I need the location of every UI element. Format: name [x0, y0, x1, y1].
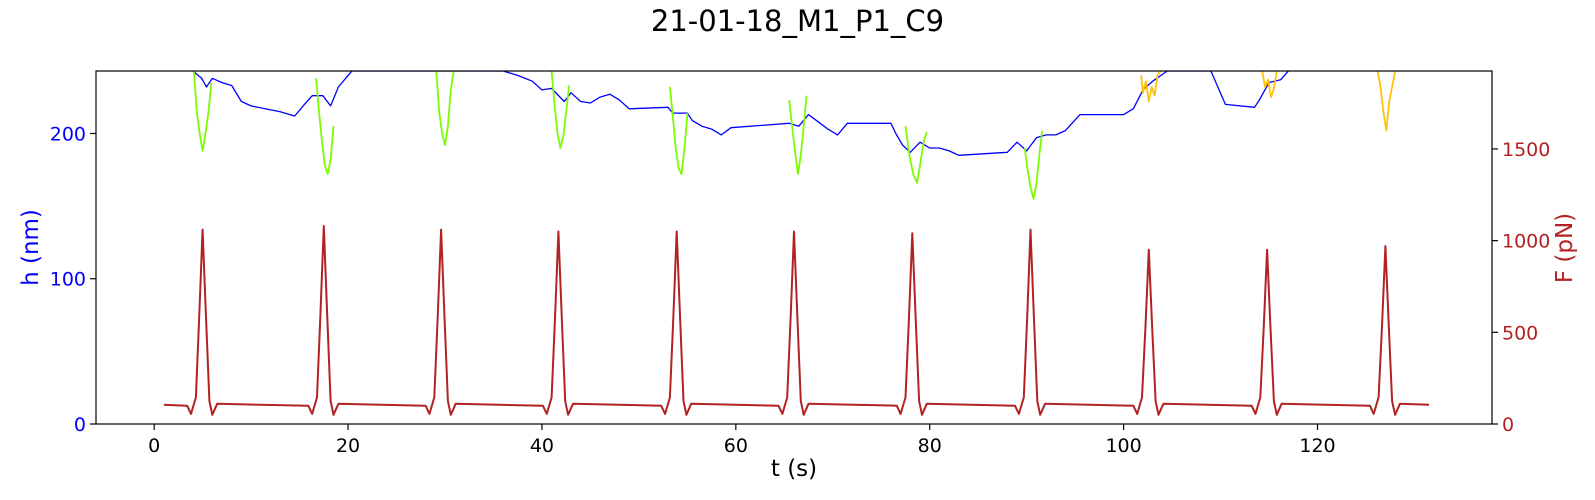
approach-segment-2 [315, 78, 335, 176]
approach-segment-3 [435, 71, 455, 147]
y-axis-label-right: F (pN) [1552, 213, 1578, 283]
approach-segment-8 [1023, 130, 1044, 200]
x-tick-label: 80 [918, 435, 942, 457]
approach-segment-6 [788, 95, 808, 176]
y-axis-right: 0 500 1000 1500 [1492, 139, 1550, 436]
x-tick-label: 120 [1299, 435, 1335, 457]
retract-segment-2 [1261, 71, 1278, 98]
x-tick-label: 60 [724, 435, 748, 457]
x-tick-label: 100 [1105, 435, 1141, 457]
force-series [163, 225, 1430, 416]
y-right-tick-label: 1000 [1502, 231, 1550, 253]
y-axis-label-left: h (nm) [18, 209, 44, 286]
y-right-tick-label: 1500 [1502, 139, 1550, 161]
y-left-tick-label: 100 [50, 269, 86, 291]
approach-series [193, 71, 1044, 200]
plot-frame [95, 70, 1493, 425]
x-axis: 0 20 40 60 80 100 120 [148, 424, 1336, 457]
approach-segment-7 [904, 126, 928, 184]
retract-series [1140, 71, 1396, 132]
retract-segment-1 [1140, 71, 1162, 103]
y-left-tick-label: 200 [50, 123, 86, 145]
x-tick-label: 20 [336, 435, 360, 457]
y-right-tick-label: 500 [1502, 322, 1538, 344]
retract-segment-3 [1376, 71, 1396, 132]
approach-segment-5 [669, 86, 689, 176]
chart-title: 21-01-18_M1_P1_C9 [650, 4, 945, 38]
approach-segment-1 [193, 71, 213, 152]
y-right-tick-label: 0 [1502, 414, 1514, 436]
force-line [163, 225, 1430, 416]
y-axis-left: 0 100 200 [50, 123, 96, 436]
height-series [192, 71, 1289, 156]
y-left-tick-label: 0 [74, 414, 86, 436]
x-axis-label: t (s) [771, 456, 817, 482]
x-tick-label: 40 [530, 435, 554, 457]
height-line [192, 71, 1289, 156]
approach-segment-4 [550, 71, 570, 149]
x-tick-label: 0 [148, 435, 160, 457]
